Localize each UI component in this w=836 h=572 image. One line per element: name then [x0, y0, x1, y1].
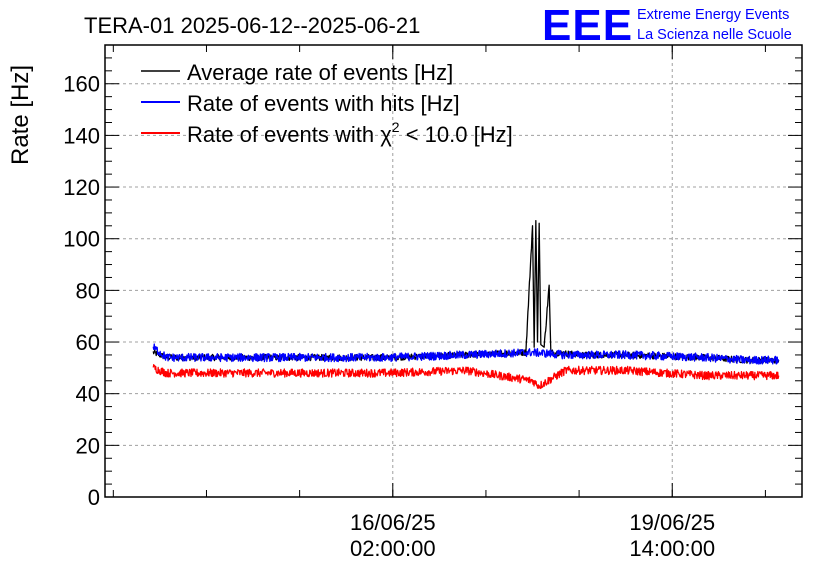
plot-frame: [104, 44, 803, 498]
axes: [104, 44, 803, 498]
y-axis-label: Rate [Hz]: [7, 65, 34, 165]
y-tick-label: 20: [76, 433, 100, 458]
y-tick-label: 100: [63, 227, 100, 252]
legend-chi2-sup: 2: [392, 119, 400, 135]
x-tick-label-time: 02:00:00: [350, 536, 436, 561]
eee-logo: EEE Extreme Energy Events La Scienza nel…: [542, 1, 792, 50]
legend-label-hits: Rate of events with hits [Hz]: [187, 91, 460, 116]
series-line-1: [152, 343, 780, 365]
x-tick-label-date: 16/06/25: [350, 510, 436, 535]
series-layer: [152, 219, 780, 390]
y-tick-label: 80: [76, 278, 100, 303]
y-tick-labels: 0 20 40 60 80 100 120 140 160: [63, 72, 100, 510]
legend: Average rate of events [Hz] Rate of even…: [141, 60, 513, 147]
legend-chi2-prefix: Rate of events with: [187, 122, 380, 147]
y-tick-label: 140: [63, 123, 100, 148]
x-tick-label-time: 14:00:00: [629, 536, 715, 561]
legend-label-chi2: Rate of events with χ2 < 10.0 [Hz]: [187, 119, 513, 147]
eee-logo-line2: La Scienza nelle Scuole: [637, 27, 792, 43]
legend-chi2-symbol: χ: [380, 122, 392, 147]
series-line-2: [152, 364, 780, 390]
y-tick-label: 40: [76, 382, 100, 407]
legend-chi2-suffix: < 10.0 [Hz]: [400, 122, 513, 147]
y-tick-label: 160: [63, 72, 100, 97]
y-tick-label: 0: [88, 485, 100, 510]
y-tick-label: 60: [76, 330, 100, 355]
grid: [105, 45, 802, 497]
y-tick-label: 120: [63, 175, 100, 200]
chart-title: TERA-01 2025-06-12--2025-06-21: [84, 13, 420, 38]
x-tick-label-date: 19/06/25: [629, 510, 715, 535]
eee-logo-line1: Extreme Energy Events: [637, 7, 789, 23]
legend-label-average: Average rate of events [Hz]: [187, 60, 453, 85]
eee-logo-mark: EEE: [542, 1, 633, 50]
